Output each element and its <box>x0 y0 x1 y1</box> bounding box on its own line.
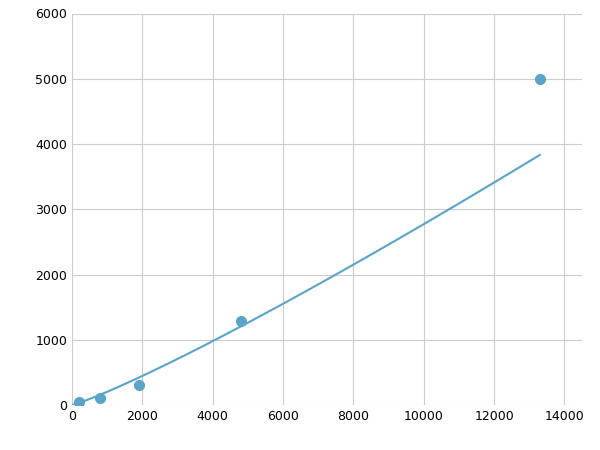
Point <box>74 398 84 405</box>
Point <box>95 395 105 402</box>
Point <box>535 75 545 82</box>
Point <box>134 381 143 388</box>
Point <box>236 318 245 325</box>
